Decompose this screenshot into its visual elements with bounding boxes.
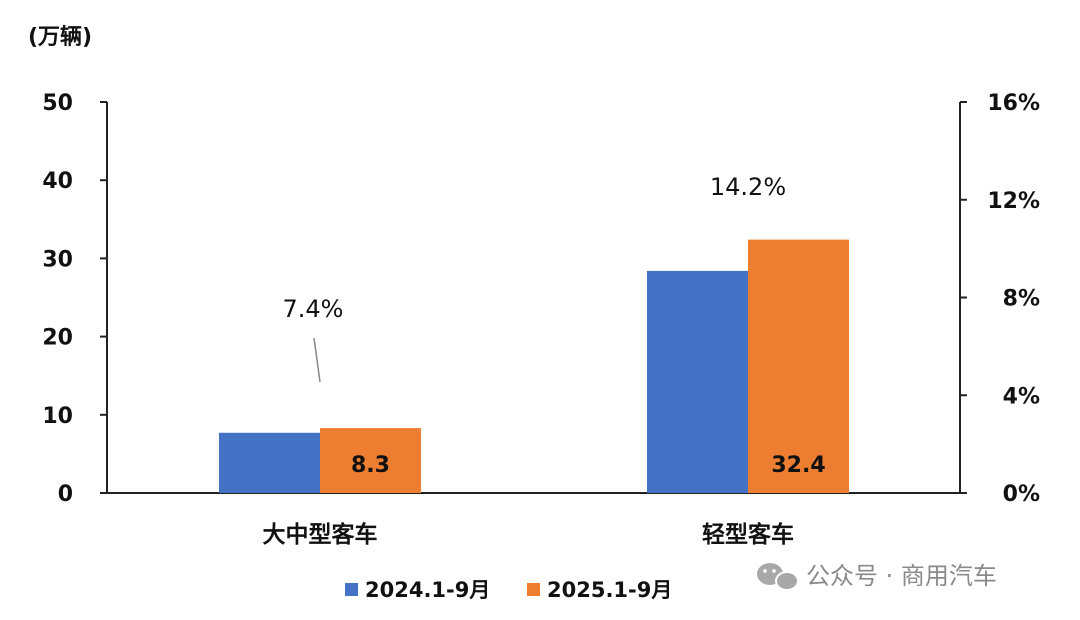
y-axis-unit: (万辆) [28, 24, 92, 50]
growth-label: 7.4% [283, 295, 344, 323]
watermark-text: 公众号 · 商用汽车 [806, 562, 997, 590]
growth-label: 14.2% [710, 173, 786, 201]
bar-series-1-cat-1 [748, 239, 849, 493]
bar-series-1-cat-0 [320, 428, 421, 493]
legend-swatch-1 [527, 583, 540, 596]
legend-label-0: 2024.1-9月 [365, 578, 490, 602]
category-label: 大中型客车 [263, 521, 378, 548]
category-label: 轻型客车 [702, 521, 794, 548]
category-labels: 大中型客车 轻型客车 [263, 521, 795, 548]
legend-label-1: 2025.1-9月 [547, 578, 672, 602]
bar-series-0-cat-0 [219, 432, 320, 493]
y-tick-label-right: 4% [1003, 384, 1040, 409]
bar-series-0-cat-1 [647, 270, 748, 493]
y-axis-right-ticks: 0% 4% 8% 12% 16% [960, 91, 1040, 507]
growth-label-leader-line [313, 337, 321, 383]
data-label: 32.4 [771, 453, 825, 478]
y-tick-label-left: 0 [58, 482, 73, 507]
wechat-icon [757, 563, 799, 591]
watermark: 公众号 · 商用汽车 [757, 562, 997, 591]
y-tick-label-left: 40 [42, 169, 73, 194]
y-tick-label-right: 0% [1003, 482, 1040, 507]
y-tick-label-right: 12% [987, 189, 1040, 214]
legend-swatch-0 [345, 583, 358, 596]
y-axis-left-ticks: 0 10 20 30 40 50 [42, 91, 107, 507]
y-tick-label-right: 8% [1003, 287, 1040, 312]
bars [219, 239, 849, 493]
y-tick-label-left: 10 [42, 404, 73, 429]
legend: 2024.1-9月 2025.1-9月 [345, 578, 672, 602]
y-tick-label-right: 16% [987, 91, 1040, 116]
y-tick-label-left: 30 [42, 247, 73, 272]
y-tick-label-left: 20 [42, 326, 73, 351]
data-label: 8.3 [351, 453, 390, 478]
data-labels: 8.3 32.4 7.4% 14.2% [283, 173, 826, 478]
y-tick-label-left: 50 [42, 91, 73, 116]
